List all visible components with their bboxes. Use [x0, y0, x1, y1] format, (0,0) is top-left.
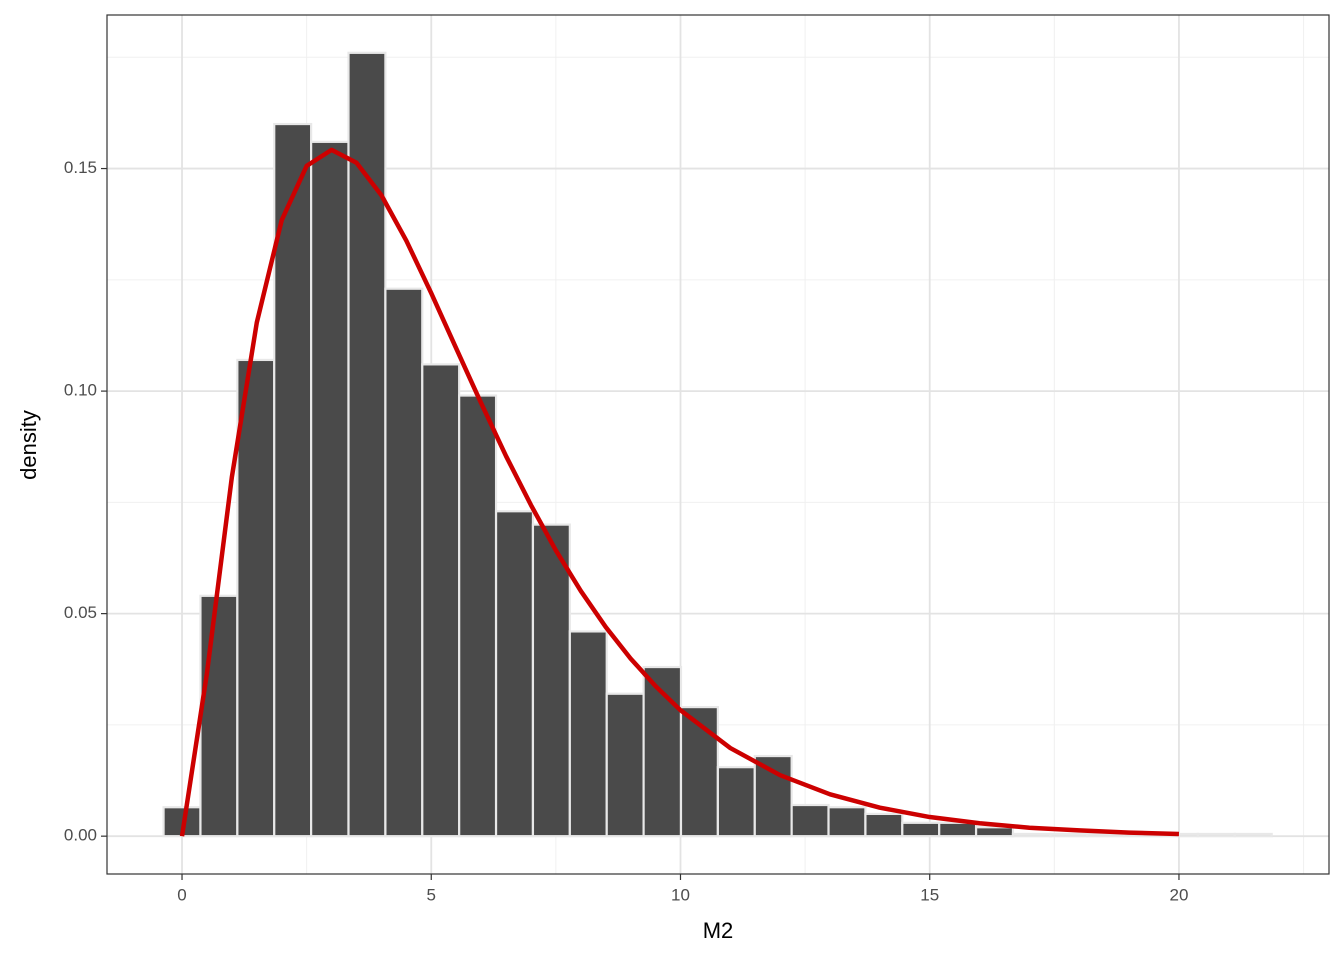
bar [1233, 832, 1273, 838]
bar [790, 803, 830, 838]
bar [421, 363, 461, 838]
bar [827, 806, 867, 838]
bar [273, 122, 313, 838]
x-tick-label: 5 [427, 885, 436, 904]
bar [901, 821, 941, 838]
bar [679, 705, 719, 838]
bar [199, 594, 239, 838]
x-axis-title: M2 [703, 918, 734, 943]
y-tick-label: 0.05 [64, 603, 97, 622]
panel-border [106, 14, 1330, 875]
bar [458, 394, 498, 838]
bar [1011, 832, 1052, 838]
x-tick-label: 0 [177, 885, 186, 904]
bar [347, 51, 387, 838]
bar [1196, 832, 1236, 838]
bar [753, 754, 793, 838]
bar [938, 821, 978, 838]
bar [531, 523, 571, 838]
bar [1049, 832, 1089, 838]
bar [384, 287, 424, 838]
curve-layer [179, 147, 1180, 837]
x-tick-label: 15 [920, 885, 939, 904]
bar [605, 692, 645, 838]
bar [864, 812, 904, 838]
y-tick-label: 0.15 [64, 158, 97, 177]
axes: 0 5 10 15 20 0.00 0.05 0.10 0.15 [64, 158, 1189, 904]
y-tick-label: 0.00 [64, 826, 97, 845]
y-tick-label: 0.10 [64, 381, 97, 400]
bar [716, 766, 756, 838]
x-tick-label: 20 [1169, 885, 1188, 904]
y-axis-title: density [16, 410, 41, 480]
x-tick-label: 10 [671, 885, 690, 904]
bar [568, 630, 608, 838]
density-line [179, 147, 1180, 837]
bar [974, 826, 1015, 838]
bar [236, 358, 276, 838]
bar [310, 140, 350, 838]
bar [494, 510, 535, 838]
